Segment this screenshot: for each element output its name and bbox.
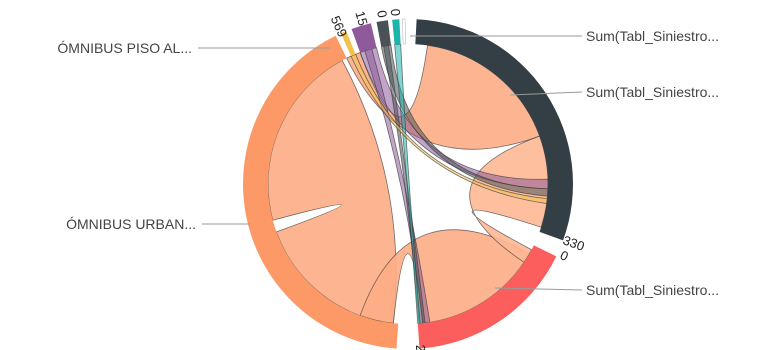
arc-sum_b xyxy=(415,19,573,241)
chord-link-urban-sum_c xyxy=(359,229,530,324)
tick-label-purple-5: 15 xyxy=(352,9,370,27)
leader-line-sum_b xyxy=(509,91,583,96)
arc-teal xyxy=(392,19,401,45)
node-label-sum_a: Sum(Tabl_Siniestro... xyxy=(586,28,719,44)
node-labels: ÓMNIBUS URBAN... ÓMNIBUS PISO AL... Sum(Ta… xyxy=(57,28,719,298)
arc-purple xyxy=(351,23,377,53)
arc-sum_a xyxy=(401,18,406,45)
node-label-urban: ÓMNIBUS URBAN... xyxy=(66,216,196,232)
tick-label-teal-7: 0 xyxy=(388,8,404,16)
arc-urban xyxy=(243,35,399,349)
node-label-piso: ÓMNIBUS PISO AL... xyxy=(57,40,192,56)
chord-link-sum_b-sum_c xyxy=(469,135,549,263)
chord-link-teal-sum_c xyxy=(394,43,421,325)
node-label-sum_b: Sum(Tabl_Siniestro... xyxy=(586,84,719,100)
arc-sum_c xyxy=(417,245,557,349)
chord-links xyxy=(267,43,549,325)
tick-label-sum_b-0: 330 xyxy=(561,232,587,254)
tick-label-gray-6: 0 xyxy=(374,9,390,18)
arc-gray xyxy=(376,20,391,47)
chord-link-urban-urban xyxy=(267,59,397,324)
leader-line-sum_c xyxy=(494,287,583,291)
arc-piso xyxy=(340,31,356,57)
chord-link-purple-sum_c xyxy=(364,48,431,324)
tick-label-sum_c-2: 257 xyxy=(413,344,429,350)
node-arcs xyxy=(243,18,573,349)
node-label-sum_c: Sum(Tabl_Siniestro... xyxy=(586,282,719,298)
tick-label-sum_c-1: 0 xyxy=(558,247,571,264)
